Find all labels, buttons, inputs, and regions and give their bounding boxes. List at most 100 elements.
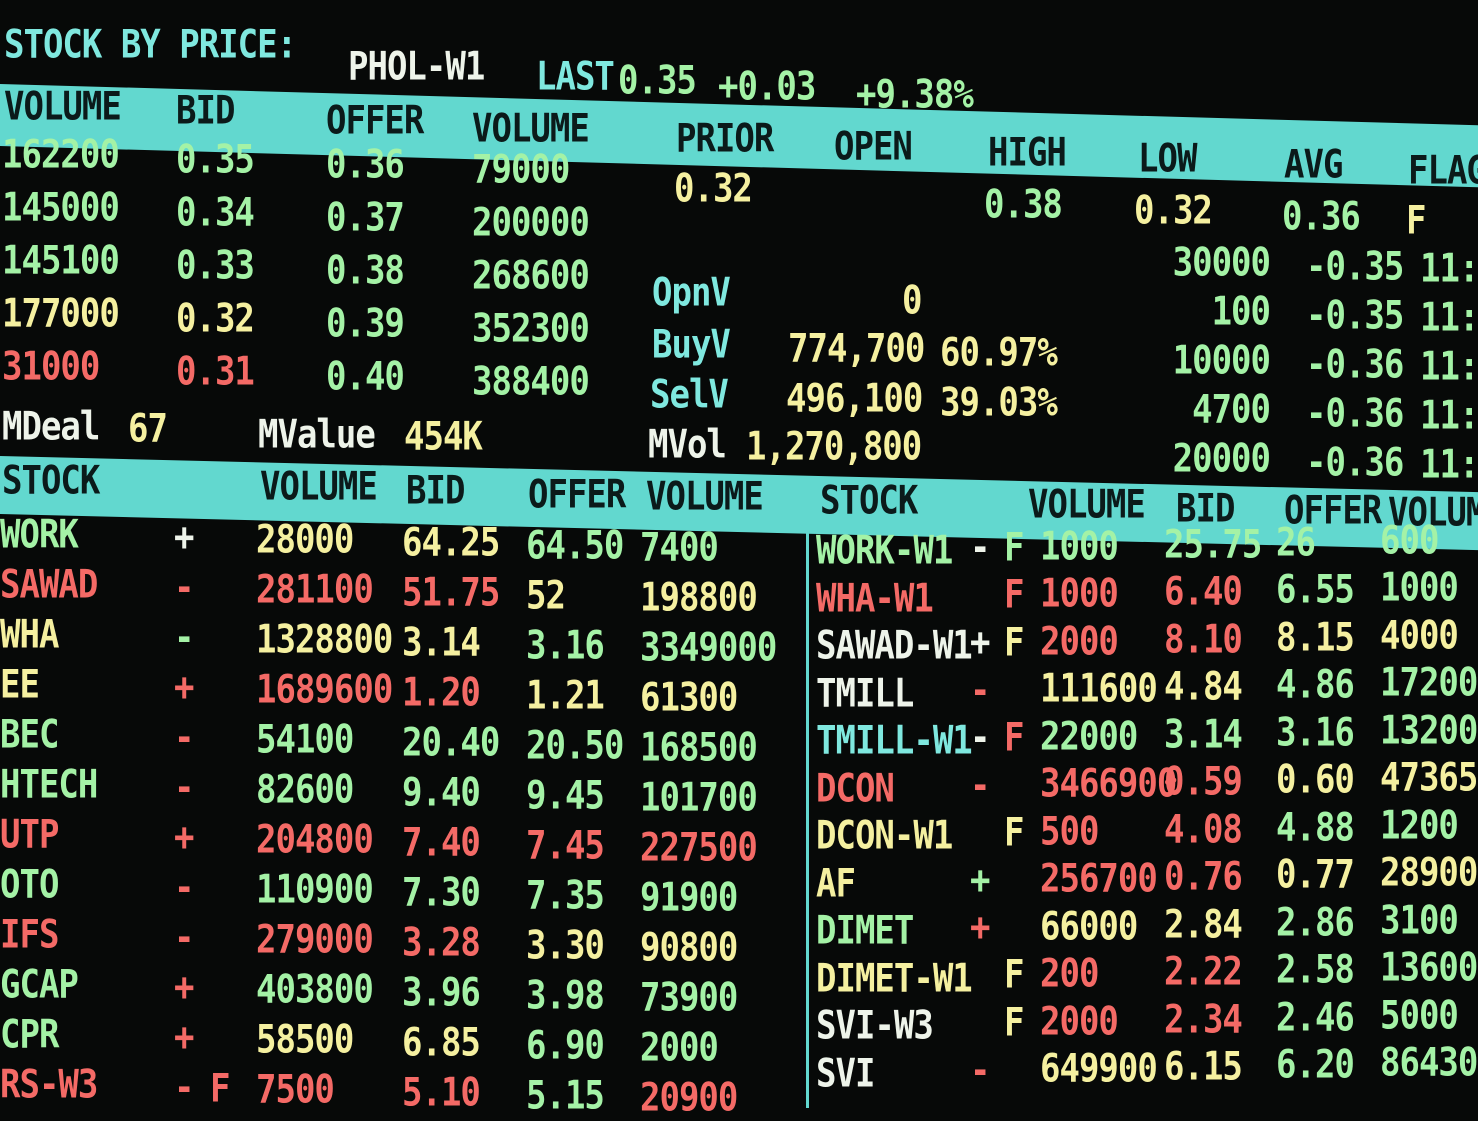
book-bid-volume: 145000 bbox=[2, 185, 120, 231]
book-bid: 0.34 bbox=[176, 190, 255, 236]
flag: F bbox=[1004, 999, 1025, 1046]
offer-volume: 3100 bbox=[1380, 897, 1459, 944]
left-header-bid: BID bbox=[406, 468, 465, 514]
volume: 649900 bbox=[1040, 1046, 1158, 1093]
change-sign: - bbox=[174, 765, 195, 812]
change-sign: + bbox=[174, 515, 195, 562]
stock-name: DIMET-W1 bbox=[816, 955, 973, 1002]
book-offer: 0.40 bbox=[326, 354, 405, 400]
volume: 110900 bbox=[256, 867, 374, 914]
right-header-volume: VOLUME bbox=[1028, 482, 1146, 528]
book-bid: 0.33 bbox=[176, 243, 255, 289]
stock-name: WHA bbox=[0, 612, 59, 658]
change-sign: - bbox=[174, 715, 195, 762]
avg-value: 0.36 bbox=[1282, 194, 1361, 240]
volume: 28000 bbox=[256, 517, 354, 564]
book-offer: 0.38 bbox=[326, 248, 405, 294]
volume: 281100 bbox=[256, 567, 374, 614]
volume: 1000 bbox=[1040, 571, 1119, 618]
offer-volume: 17200 bbox=[1380, 660, 1478, 707]
panel-divider bbox=[806, 518, 809, 1108]
trade-change: -0.36 bbox=[1306, 440, 1404, 486]
selv-value: 496,100 bbox=[786, 376, 923, 422]
bid-price: 0.76 bbox=[1164, 854, 1243, 901]
offer-volume: 2000 bbox=[640, 1024, 719, 1071]
change-sign: - bbox=[970, 1047, 991, 1094]
bid-price: 64.25 bbox=[402, 520, 500, 567]
header-avg: AVG bbox=[1284, 142, 1343, 188]
volume: 3466900 bbox=[1040, 761, 1177, 808]
buyv-percent: 60.97% bbox=[940, 330, 1058, 376]
change-sign: + bbox=[174, 665, 195, 712]
trade-volume: 100 bbox=[1211, 289, 1271, 335]
offer-price: 2.86 bbox=[1276, 899, 1355, 946]
volume: 22000 bbox=[1040, 713, 1138, 760]
volume: 1328800 bbox=[256, 617, 393, 664]
offer-volume: 3349000 bbox=[640, 624, 777, 671]
low-value: 0.32 bbox=[1134, 188, 1213, 234]
header-low: LOW bbox=[1138, 136, 1197, 182]
trade-volume: 4700 bbox=[1192, 387, 1271, 433]
offer-price: 64.50 bbox=[526, 522, 624, 569]
offer-volume: 864300 bbox=[1380, 1040, 1478, 1087]
stock-name: WORK-W1 bbox=[816, 528, 953, 574]
volume: 256700 bbox=[1040, 856, 1158, 903]
mvol-label: MVol bbox=[648, 422, 727, 468]
last-label: LAST bbox=[536, 54, 615, 100]
bid-price: 4.84 bbox=[1164, 664, 1243, 711]
offer-volume: 198800 bbox=[640, 574, 758, 621]
stock-name: DCON bbox=[816, 765, 895, 812]
volume: 66000 bbox=[1040, 903, 1138, 950]
offer-volume: 13600 bbox=[1380, 945, 1478, 992]
bid-price: 6.85 bbox=[402, 1020, 481, 1067]
volume: 1000 bbox=[1040, 523, 1119, 570]
trade-time: 11:4 bbox=[1420, 442, 1478, 488]
volume: 1689600 bbox=[256, 667, 393, 714]
change-sign: - bbox=[174, 915, 195, 962]
volume: 200 bbox=[1040, 951, 1099, 998]
book-bid: 0.32 bbox=[176, 296, 255, 342]
offer-price: 3.30 bbox=[526, 922, 605, 969]
flag: F bbox=[210, 1066, 231, 1113]
change-sign: + bbox=[970, 620, 991, 667]
bid-price: 3.96 bbox=[402, 970, 481, 1017]
volume: 204800 bbox=[256, 817, 374, 864]
trade-volume: 10000 bbox=[1172, 338, 1271, 384]
volume: 279000 bbox=[256, 917, 374, 964]
change-sign: + bbox=[174, 965, 195, 1012]
volume: 54100 bbox=[256, 717, 354, 764]
bid-price: 3.14 bbox=[1164, 711, 1243, 758]
buyv-label: BuyV bbox=[652, 322, 731, 368]
stock-name: SAWAD-W1 bbox=[816, 623, 973, 669]
offer-price: 9.45 bbox=[526, 772, 605, 819]
mvol-value: 1,270,800 bbox=[746, 424, 922, 470]
symbol: PHOL-W1 bbox=[348, 44, 485, 90]
offer-price: 2.46 bbox=[1276, 994, 1355, 1041]
offer-price: 3.16 bbox=[526, 622, 605, 669]
change-sign: + bbox=[174, 815, 195, 862]
book-offer-volume: 200000 bbox=[472, 200, 590, 246]
stock-name: SVI bbox=[816, 1050, 875, 1097]
stock-name: GCAP bbox=[0, 962, 79, 1008]
selv-percent: 39.03% bbox=[940, 380, 1058, 426]
book-offer-volume: 352300 bbox=[472, 306, 590, 352]
offer-volume: 4000 bbox=[1380, 612, 1459, 659]
offer-price: 7.45 bbox=[526, 822, 605, 869]
offer-price: 4.86 bbox=[1276, 662, 1355, 709]
right-header-bid: BID bbox=[1176, 486, 1235, 532]
offer-price: 1.21 bbox=[526, 672, 605, 719]
stock-name: CPR bbox=[0, 1012, 59, 1058]
header-offer: OFFER bbox=[326, 98, 424, 144]
book-offer: 0.36 bbox=[326, 142, 405, 188]
mvalue-value: 454K bbox=[404, 414, 483, 460]
bid-price: 6.40 bbox=[1164, 569, 1243, 616]
trade-time: 11:4 bbox=[1420, 393, 1478, 439]
change-sign: - bbox=[174, 865, 195, 912]
stock-name: OTO bbox=[0, 862, 59, 908]
volume: 7500 bbox=[256, 1067, 335, 1114]
bid-price: 2.22 bbox=[1164, 949, 1243, 996]
trade-time: 11:4 bbox=[1420, 246, 1478, 292]
change-sign: - bbox=[970, 762, 991, 809]
screen-title: STOCK BY PRICE: bbox=[4, 22, 297, 68]
stock-name: SVI-W3 bbox=[816, 1003, 934, 1049]
